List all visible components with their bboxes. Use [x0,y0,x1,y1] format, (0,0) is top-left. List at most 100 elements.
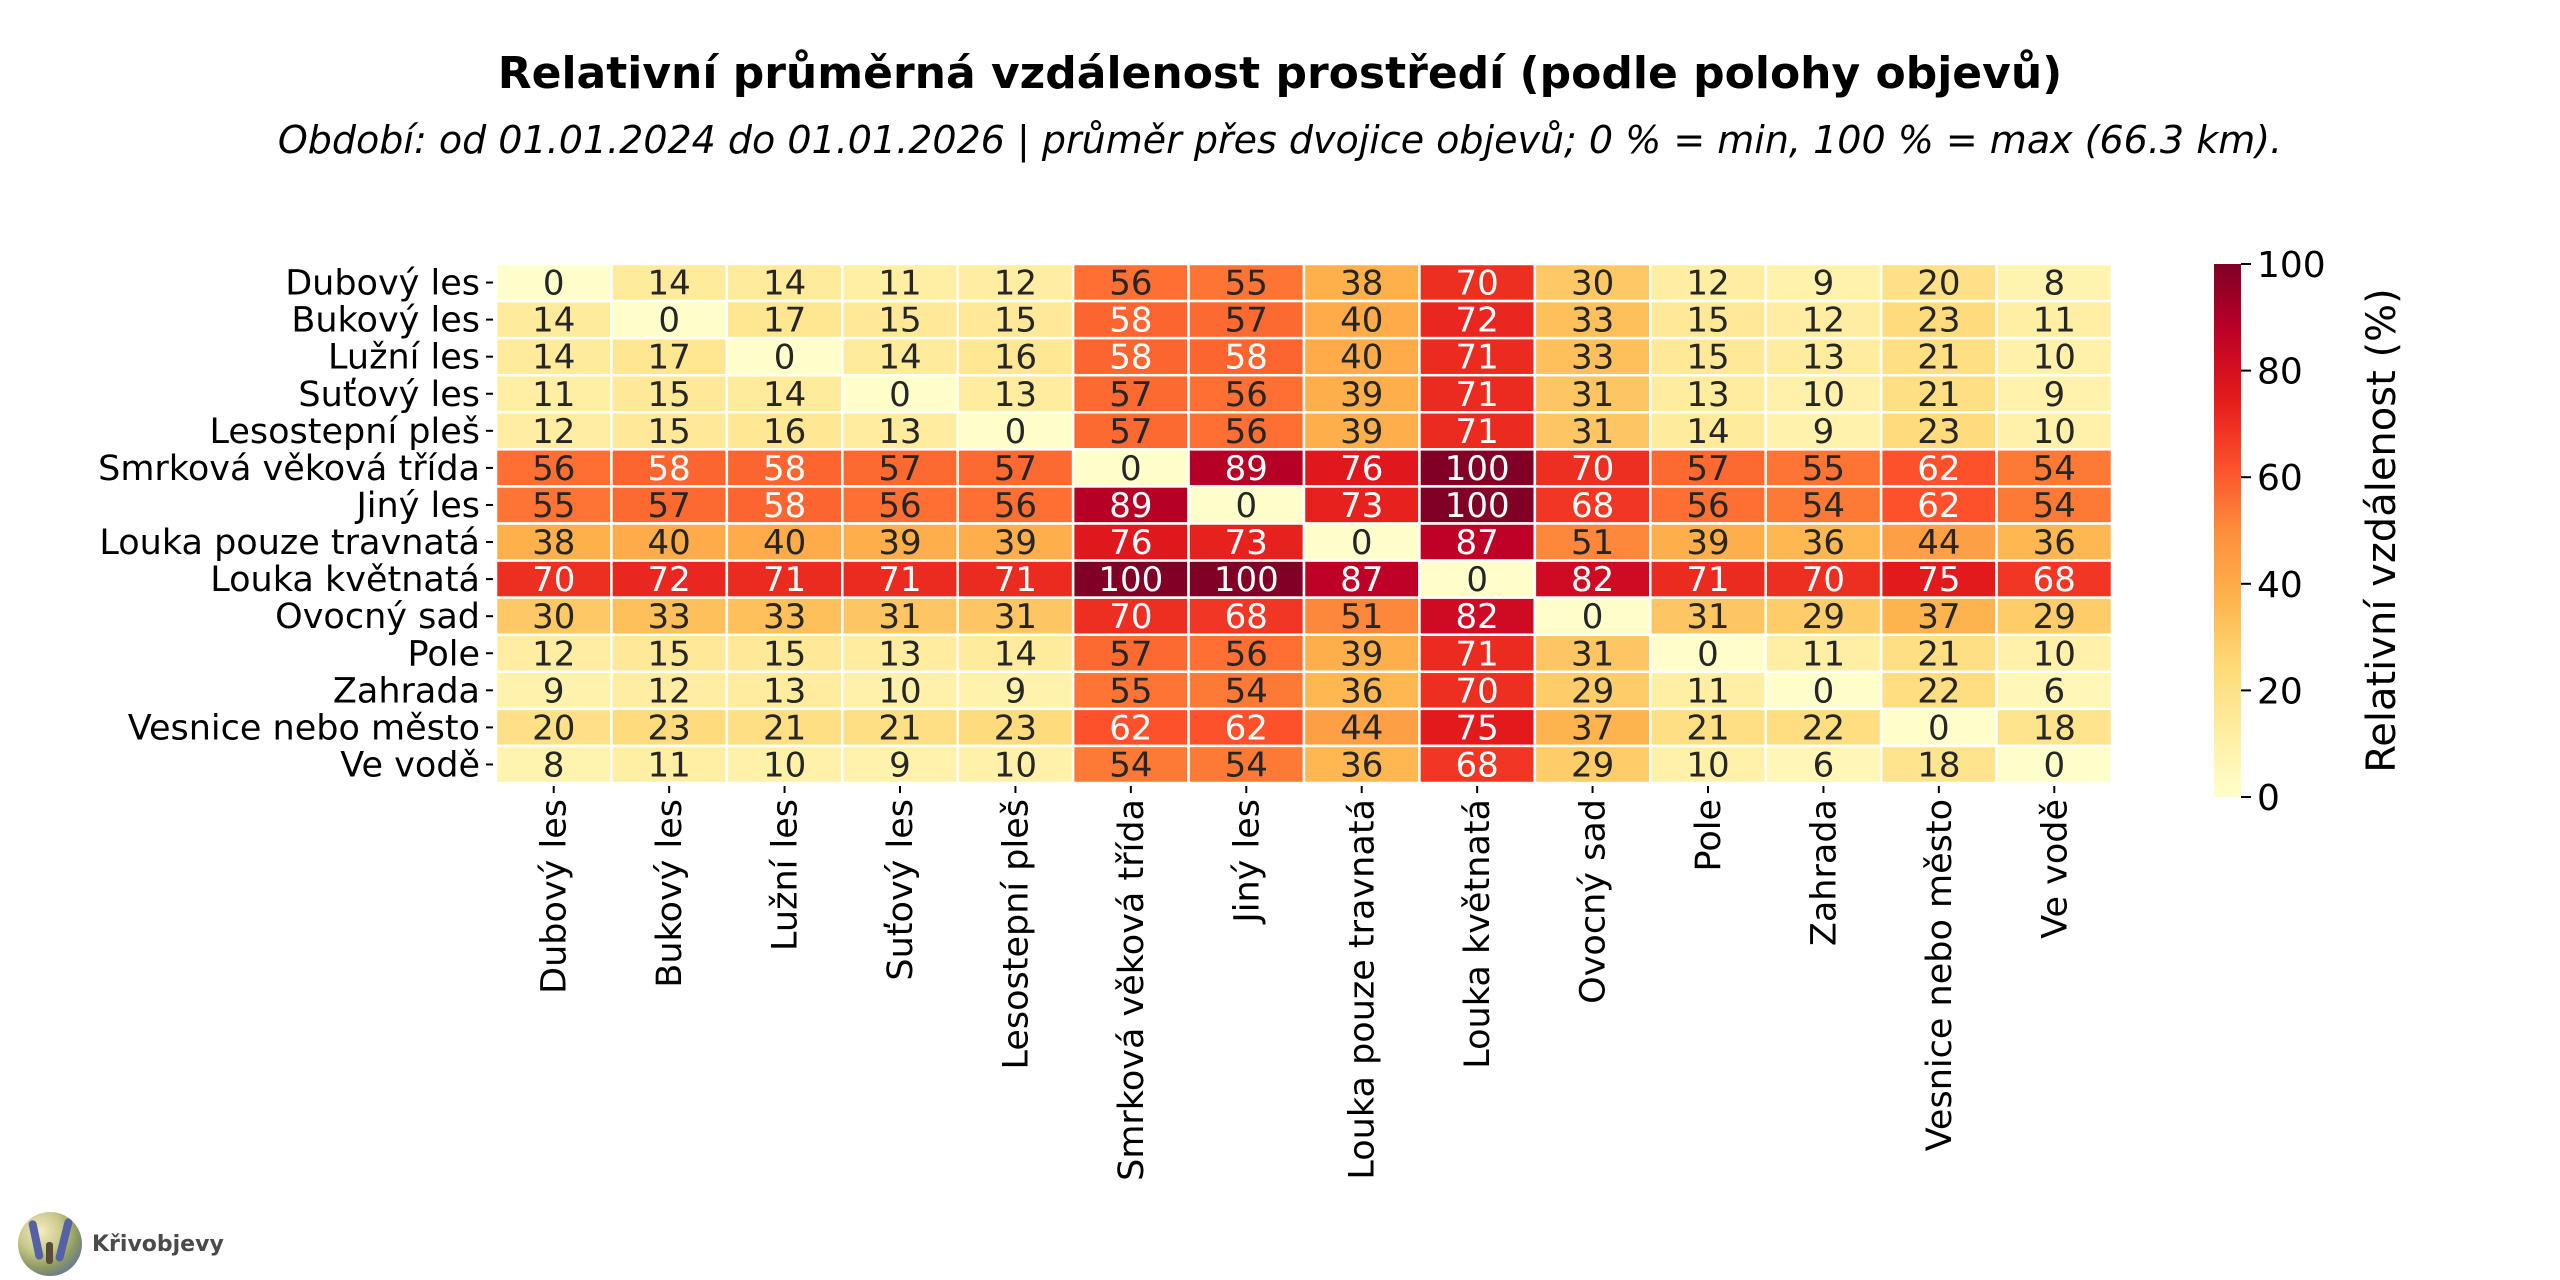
row-label: Jiný les [354,486,480,526]
heatmap-cell [725,670,844,711]
heatmap-cell [1302,373,1421,414]
heatmap-cell [1995,448,2114,488]
heatmap-cell [956,707,1075,748]
cell-value-label: 0 [774,338,796,378]
column-label: Dubový les [535,799,575,994]
column-label: Louka pouze travnatá [1343,799,1383,1180]
column-label: Pole [1689,799,1729,872]
cell-value-label: 57 [1109,375,1152,415]
cell-value-label: 58 [1109,301,1152,341]
cell-value-label: 72 [648,560,691,600]
cell-value-label: 58 [648,449,691,489]
cell-value-label: 57 [1225,301,1268,341]
heatmap-cell [956,670,1075,711]
cell-value-label: 44 [1917,523,1960,563]
row-label: Vesnice nebo město [128,708,480,748]
heatmap-cell [610,596,729,636]
cell-value-label: 70 [1456,264,1499,304]
heatmap-cell [1995,744,2114,785]
heatmap-cell [1764,411,1883,451]
colorbar-tick-label: 0 [2257,778,2280,819]
heatmap-cell [1649,670,1767,711]
cell-value-label: 55 [1802,449,1845,489]
cell-value-label: 21 [1686,708,1729,748]
cell-value-label: 30 [1571,264,1614,304]
cell-value-label: 21 [1917,338,1960,378]
cell-value-label: 6 [1813,745,1835,785]
cell-value-label: 6 [2043,671,2065,711]
cell-value-label: 12 [648,671,691,711]
cell-value-label: 71 [1686,560,1729,600]
colorbar-gradient [2214,264,2241,797]
cell-value-label: 55 [1225,264,1268,304]
heatmap-cell [1302,336,1421,377]
cell-value-label: 16 [763,412,806,452]
cell-value-label: 40 [648,523,691,563]
cell-value-label: 57 [994,449,1037,489]
cell-value-label: 0 [1813,671,1835,711]
cell-value-label: 22 [1917,671,1960,711]
cell-value-label: 56 [878,486,921,526]
cell-value-label: 40 [1340,301,1383,341]
column-label: Ve vodě [2035,799,2075,939]
colorbar-tick-label: 100 [2257,245,2326,286]
cell-value-label: 55 [1109,671,1152,711]
cell-value-label: 82 [1571,560,1614,600]
heatmap-cell [1071,559,1190,599]
column-label: Suťový les [881,799,921,981]
cell-value-label: 0 [1928,708,1950,748]
heatmap-cell [1995,336,2114,377]
cell-value-label: 11 [878,264,921,304]
cell-value-label: 11 [2033,301,2076,341]
cell-value-label: 54 [1109,745,1152,785]
cell-value-label: 58 [763,449,806,489]
heatmap-cell [725,373,844,414]
heatmap-cell [1879,262,1998,303]
heatmap-cell [725,299,844,340]
cell-value-label: 14 [994,634,1037,674]
chart-subtitle: Období: od 01.01.2024 do 01.01.2026 | pr… [277,118,2283,162]
cell-value-label: 40 [763,523,806,563]
cell-value-label: 37 [1917,597,1960,637]
cell-value-label: 57 [878,449,921,489]
cell-value-label: 39 [878,523,921,563]
cell-value-label: 13 [994,375,1037,415]
cell-value-label: 17 [763,301,806,341]
cell-value-label: 14 [1686,412,1729,452]
cell-value-label: 31 [1571,412,1614,452]
heatmap-cell [1879,485,1998,525]
row-label: Zahrada [333,671,480,711]
cell-value-label: 54 [1225,671,1268,711]
row-label: Ovocný sad [275,597,480,637]
brand-name: Křivobjevy [92,1231,224,1257]
cell-value-label: 0 [1005,412,1027,452]
cell-value-label: 62 [1917,486,1960,526]
cell-value-label: 0 [658,301,680,341]
cell-value-label: 39 [1340,412,1383,452]
cell-value-label: 87 [1456,523,1499,563]
cell-value-label: 56 [1225,412,1268,452]
heatmap-cell [956,262,1075,303]
cell-value-label: 12 [532,412,575,452]
cell-value-label: 31 [878,597,921,637]
heatmap-cell [1879,299,1998,340]
column-labels: Dubový les Bukový les Lužní les Suťový les L… [535,786,2075,1181]
cell-value-label: 87 [1340,560,1383,600]
row-label: Dubový les [285,264,480,304]
cell-value-label: 39 [1340,375,1383,415]
cell-value-label: 21 [1917,634,1960,674]
cell-value-label: 71 [1456,412,1499,452]
cell-value-label: 14 [878,338,921,378]
heatmap-cell [1533,707,1652,748]
cell-value-label: 57 [1686,449,1729,489]
cell-value-label: 58 [1109,338,1152,378]
row-label: Lužní les [328,338,480,378]
cell-value-label: 89 [1109,486,1152,526]
cell-value-label: 14 [763,375,806,415]
heatmap-cell [494,707,613,748]
heatmap-cell [1533,262,1652,303]
column-label: Smrková věková třída [1112,799,1152,1181]
cell-value-label: 100 [1098,560,1163,600]
cell-value-label: 10 [763,745,806,785]
